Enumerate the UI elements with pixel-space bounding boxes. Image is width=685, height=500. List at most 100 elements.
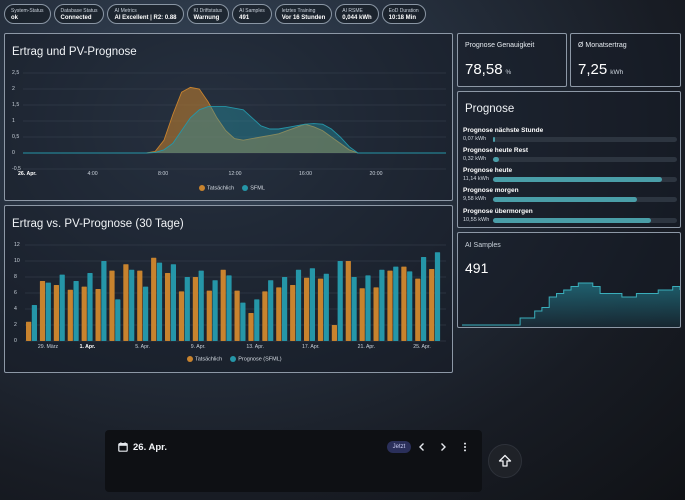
line-series-1 bbox=[23, 106, 446, 154]
monthly-average-value: 7,25 kWh bbox=[578, 61, 624, 78]
prognose-progress-fill bbox=[493, 137, 495, 142]
bar-forecast bbox=[393, 266, 399, 341]
prognose-row-value: 0,32 kWh bbox=[463, 156, 487, 162]
accuracy-title: Prognose Genauigkeit bbox=[465, 42, 535, 49]
bar-actual bbox=[26, 321, 32, 341]
chevron-right-icon[interactable] bbox=[438, 442, 448, 452]
status-chip-key: AI Samples bbox=[239, 8, 265, 14]
monthly-chart-legend: Tatsächlich Prognose (SFML) bbox=[187, 356, 282, 362]
prognose-row-label: Prognose heute Rest bbox=[463, 147, 529, 154]
bar-forecast bbox=[365, 275, 371, 341]
x-tick-label: 20:00 bbox=[369, 171, 383, 177]
forecast-chart-plot[interactable] bbox=[5, 34, 454, 202]
status-chip[interactable]: letztes Training Vor 16 Stunden bbox=[274, 4, 333, 24]
sparkline-line bbox=[462, 282, 680, 326]
prognose-row-value: 0,07 kWh bbox=[463, 136, 487, 142]
bar-forecast bbox=[212, 280, 218, 341]
more-vertical-icon[interactable] bbox=[460, 442, 470, 452]
status-chip-bar: System-Status ok Database Status Connected A… bbox=[4, 4, 426, 24]
legend-item-actual[interactable]: Tatsächlich bbox=[187, 356, 222, 362]
y-tick-label: 4 bbox=[14, 306, 17, 312]
accuracy-value: 78,58% bbox=[465, 61, 512, 78]
bar-forecast bbox=[143, 286, 149, 341]
prognose-row-label: Prognose übermorgen bbox=[463, 208, 533, 215]
now-button[interactable]: Jetzt bbox=[387, 441, 411, 453]
prognose-row-label: Prognose nächste Stunde bbox=[463, 127, 544, 134]
prognose-progress-track bbox=[493, 157, 677, 162]
y-tick-label: 0,5 bbox=[12, 134, 20, 140]
area-series-1 bbox=[23, 106, 446, 153]
x-tick-label: 16:00 bbox=[299, 171, 312, 177]
status-chip-key: KI Driftstatus bbox=[193, 8, 223, 14]
ai-samples-sparkline bbox=[462, 282, 680, 327]
y-tick-label: 1 bbox=[12, 118, 15, 124]
bar-actual bbox=[387, 270, 393, 341]
bar-forecast bbox=[434, 252, 441, 341]
bar-actual bbox=[290, 285, 296, 341]
bar-actual bbox=[192, 277, 198, 341]
bar-actual bbox=[109, 270, 115, 341]
y-tick-label: 1,5 bbox=[12, 102, 20, 108]
bar-actual bbox=[220, 269, 226, 341]
chevron-left-icon[interactable] bbox=[417, 442, 427, 452]
status-chip[interactable]: KI Driftstatus Warnung bbox=[186, 4, 230, 24]
monthly-chart-plot[interactable] bbox=[5, 206, 454, 374]
bar-actual bbox=[206, 290, 212, 341]
status-chip[interactable]: EoD Duration 10:18 Min bbox=[381, 4, 426, 24]
x-tick-label: 12:00 bbox=[228, 171, 242, 177]
bar-forecast bbox=[323, 273, 329, 341]
forecast-chart-card: Ertrag und PV-Prognose Tatsächlich SFML … bbox=[4, 33, 453, 201]
status-chip[interactable]: Database Status Connected bbox=[53, 4, 105, 24]
bar-actual bbox=[123, 264, 129, 341]
status-chip[interactable]: AI RSME 0,044 kWh bbox=[335, 4, 379, 24]
prognose-row: Prognose heute 11,14 kWh bbox=[463, 167, 677, 185]
y-tick-label: 0 bbox=[12, 150, 15, 156]
status-chip[interactable]: System-Status ok bbox=[4, 4, 51, 24]
bar-actual bbox=[304, 277, 310, 341]
prognose-progress-fill bbox=[493, 157, 499, 162]
status-chip-value: AI Excellent | R2: 0.88 bbox=[114, 15, 177, 21]
calendar-icon[interactable] bbox=[118, 442, 128, 452]
legend-item-actual[interactable]: Tatsächlich bbox=[199, 185, 234, 191]
monthly-chart-title: Ertrag vs. PV-Prognose (30 Tage) bbox=[12, 218, 184, 230]
bar-forecast bbox=[337, 261, 343, 341]
bar-forecast bbox=[101, 261, 107, 341]
legend-item-forecast[interactable]: Prognose (SFML) bbox=[230, 356, 282, 362]
status-chip-value: Vor 16 Stunden bbox=[281, 15, 326, 21]
y-tick-label: 12 bbox=[14, 242, 20, 248]
x-tick-label: 4:00 bbox=[87, 171, 98, 177]
bar-actual bbox=[95, 289, 101, 341]
legend-item-sfml[interactable]: SFML bbox=[242, 185, 265, 191]
prognose-row-label: Prognose heute bbox=[463, 167, 513, 174]
x-tick-label: 29. März bbox=[37, 344, 59, 350]
y-tick-label: 2 bbox=[14, 322, 17, 328]
bar-actual bbox=[67, 289, 73, 341]
scroll-up-button[interactable] bbox=[488, 444, 522, 478]
prognose-progress-track bbox=[493, 137, 677, 142]
status-chip[interactable]: AI Metrics AI Excellent | R2: 0.88 bbox=[107, 4, 184, 24]
status-chip[interactable]: AI Samples 491 bbox=[232, 4, 272, 24]
prognose-card: Prognose Prognose nächste Stunde 0,07 kWh… bbox=[457, 91, 681, 228]
bar-actual bbox=[331, 325, 337, 341]
prognose-row: Prognose morgen 9,58 kWh bbox=[463, 187, 677, 205]
prognose-row-value: 11,14 kWh bbox=[463, 176, 489, 182]
y-tick-label: 2,5 bbox=[12, 70, 20, 76]
bar-actual bbox=[262, 291, 268, 341]
x-tick-label: 25. Apr. bbox=[413, 344, 431, 350]
accuracy-card: Prognose Genauigkeit 78,58% bbox=[457, 33, 567, 87]
bar-forecast bbox=[268, 280, 274, 341]
bar-forecast bbox=[254, 299, 260, 341]
x-tick-label: 17. Apr. bbox=[302, 344, 320, 350]
line-series-0 bbox=[23, 86, 446, 154]
y-tick-label: 8 bbox=[14, 274, 17, 280]
bar-actual bbox=[178, 291, 185, 341]
bar-forecast bbox=[184, 277, 190, 341]
bar-forecast bbox=[407, 271, 413, 341]
bar-forecast bbox=[156, 262, 163, 341]
bar-forecast bbox=[379, 269, 385, 341]
current-date-label[interactable]: 26. Apr. bbox=[133, 442, 167, 453]
bar-forecast bbox=[198, 270, 204, 341]
bar-forecast bbox=[129, 269, 135, 341]
bar-forecast bbox=[59, 274, 65, 341]
x-tick-label: 5. Apr. bbox=[135, 344, 150, 350]
